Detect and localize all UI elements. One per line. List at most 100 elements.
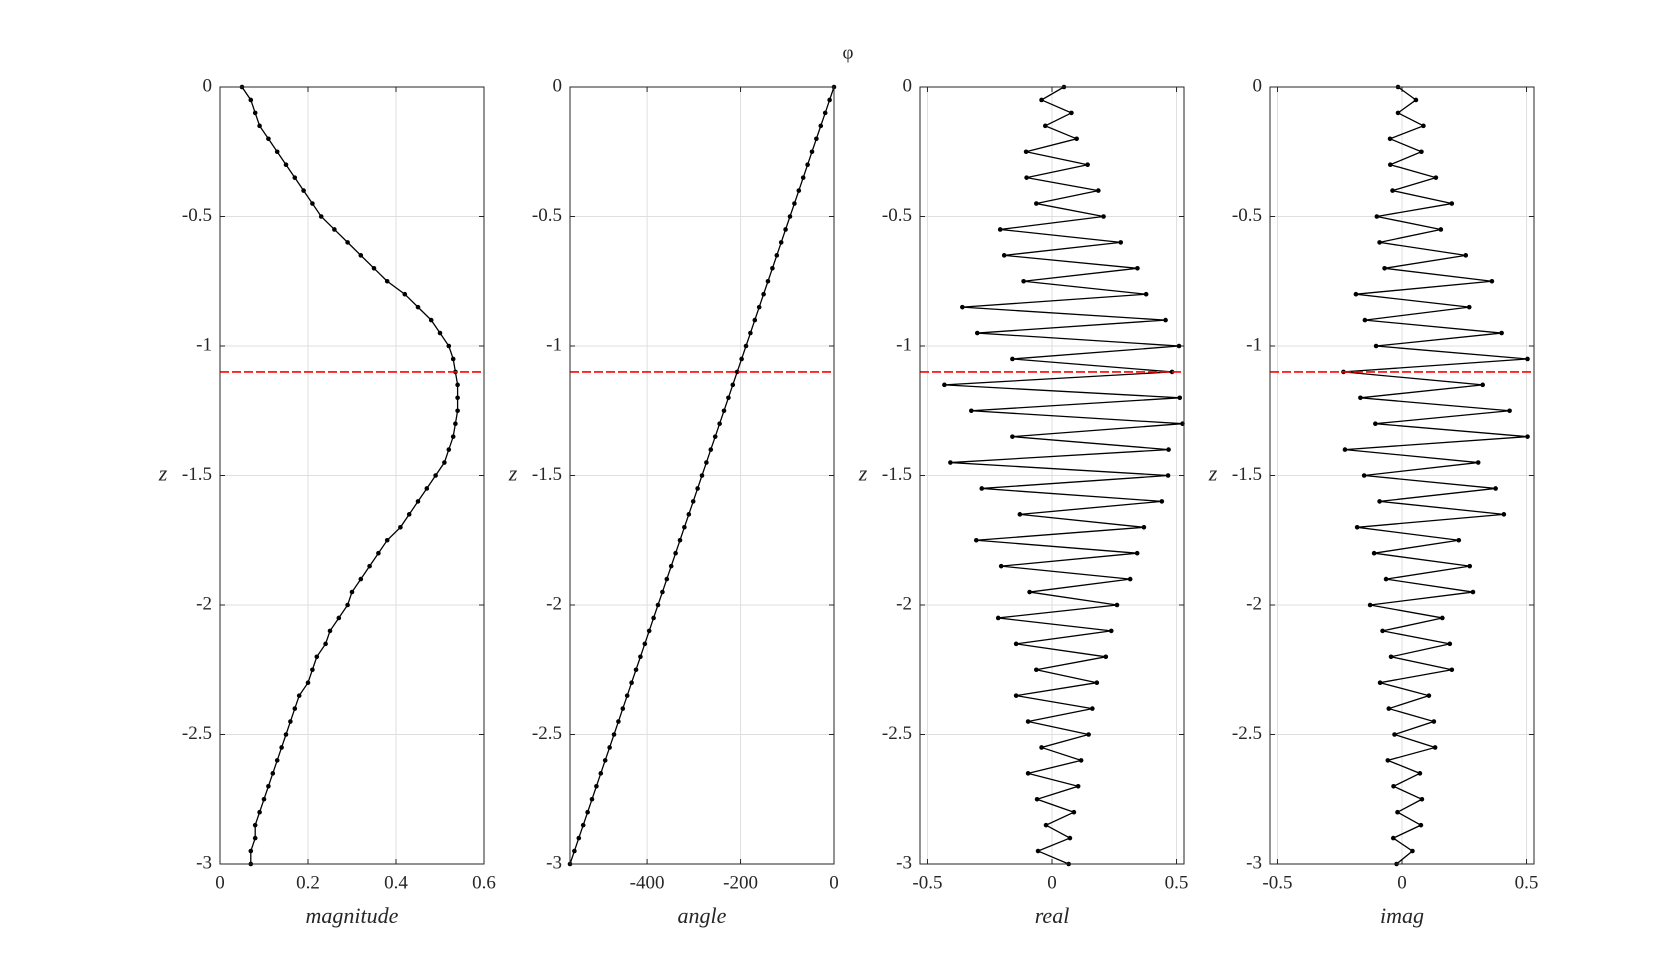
x-axis-label: real: [1035, 903, 1070, 928]
data-point: [1377, 680, 1383, 685]
data-point: [748, 330, 753, 336]
data-point: [594, 784, 599, 789]
data-point: [1166, 447, 1171, 452]
data-point: [1387, 136, 1393, 142]
data-point: [1039, 97, 1044, 103]
data-point: [371, 266, 377, 271]
y-tick-label: -3: [896, 852, 912, 873]
y-tick-label: -1.5: [532, 464, 562, 485]
data-point: [721, 408, 727, 414]
data-point: [948, 460, 953, 465]
data-point: [283, 162, 289, 167]
data-point: [1419, 149, 1424, 155]
data-point: [398, 525, 403, 530]
data-point: [1525, 356, 1530, 362]
data-point: [809, 149, 815, 155]
data-point: [616, 719, 621, 724]
data-point: [942, 382, 947, 388]
data-point: [655, 602, 661, 608]
data-point: [770, 266, 775, 271]
x-tick-label: -200: [723, 872, 758, 893]
data-point: [611, 732, 617, 737]
y-tick-label: -3: [196, 852, 212, 873]
x-tick-label: 0.6: [472, 872, 496, 893]
data-point: [1390, 188, 1395, 193]
data-point: [1417, 771, 1423, 776]
data-point: [1440, 615, 1445, 621]
x-tick-label: -0.5: [912, 872, 942, 893]
data-point: [712, 434, 718, 439]
data-point: [998, 563, 1004, 569]
y-tick-label: 0: [553, 75, 563, 96]
data-point: [450, 434, 456, 439]
data-point: [1395, 110, 1401, 116]
data-point: [1413, 97, 1419, 103]
data-point: [1094, 680, 1100, 685]
data-point: [1024, 175, 1029, 180]
data-point: [292, 175, 298, 180]
data-point: [1013, 693, 1019, 698]
x-tick-label: 0: [829, 872, 839, 893]
data-point: [376, 550, 381, 556]
data-point: [384, 537, 390, 543]
data-point: [805, 162, 810, 167]
data-point: [572, 848, 577, 854]
data-point: [415, 304, 421, 310]
data-point: [699, 473, 705, 478]
y-tick-label: -3: [546, 852, 562, 873]
data-point: [1354, 525, 1360, 530]
data-point: [283, 732, 289, 737]
data-point: [818, 123, 824, 129]
axes-box: [919, 86, 1185, 865]
data-point: [1069, 110, 1074, 116]
data-point: [814, 136, 819, 142]
data-point: [1373, 343, 1379, 349]
y-axis-label: z: [858, 461, 868, 486]
y-axis-label: z: [508, 461, 518, 486]
data-point: [1419, 796, 1425, 802]
y-tick-label: -2.5: [532, 723, 562, 744]
data-point: [1074, 136, 1079, 142]
data-point: [279, 745, 284, 750]
data-point: [310, 667, 315, 673]
y-tick-label: -2: [896, 593, 912, 614]
y-tick-label: -0.5: [882, 205, 912, 226]
data-point: [589, 796, 595, 802]
data-point: [1034, 796, 1040, 802]
data-point: [1438, 227, 1444, 232]
data-point: [796, 188, 802, 193]
axes-box: [569, 86, 835, 865]
data-point: [1010, 356, 1015, 362]
data-point: [638, 654, 643, 660]
data-point: [651, 615, 656, 621]
y-tick-label: -1.5: [1232, 464, 1262, 485]
data-point: [730, 382, 736, 388]
data-point: [1377, 240, 1382, 245]
data-point: [1010, 434, 1015, 439]
data-point: [433, 473, 438, 478]
data-point: [800, 175, 806, 180]
data-point: [602, 758, 608, 763]
data-point: [327, 628, 333, 634]
data-point: [1353, 291, 1359, 297]
data-point: [1387, 162, 1393, 167]
data-point: [787, 214, 793, 219]
data-point: [1042, 123, 1048, 129]
data-point: [682, 525, 687, 530]
data-point: [756, 304, 762, 310]
data-point: [1493, 486, 1498, 491]
data-point: [734, 369, 740, 375]
y-tick-label: -2.5: [1232, 723, 1262, 744]
data-point: [1177, 395, 1183, 401]
data-point: [1141, 525, 1147, 530]
x-tick-label: 0: [215, 872, 225, 893]
data-point: [1410, 848, 1415, 854]
data-point: [428, 317, 434, 323]
data-point: [1135, 266, 1140, 271]
data-point: [1388, 654, 1394, 660]
data-point: [1386, 706, 1392, 711]
data-point: [1433, 175, 1439, 180]
data-point: [969, 408, 974, 414]
subplot: -400 -200 0 0 -0.5 -1 -1.5 -2 -2.5 -3 angle z: [508, 75, 839, 928]
